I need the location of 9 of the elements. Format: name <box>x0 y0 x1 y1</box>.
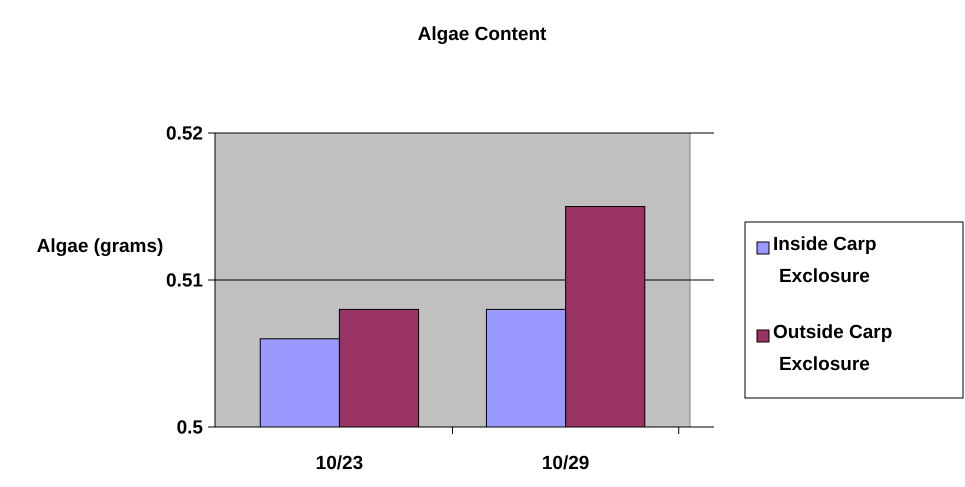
legend-label: Inside Carp Exclosure <box>773 234 876 287</box>
y-axis-title: Algae (grams) <box>36 236 164 257</box>
legend-label: Outside Carp Exclosure <box>773 322 892 375</box>
y-tick-label: 0.52 <box>166 124 203 145</box>
y-tick-label: 0.51 <box>166 270 204 292</box>
chart-title: Algae Content <box>418 24 548 45</box>
x-tick-label: 10/23 <box>316 453 364 474</box>
x-tick-label: 10/29 <box>542 453 590 474</box>
y-tick-label: 0.5 <box>176 418 204 439</box>
